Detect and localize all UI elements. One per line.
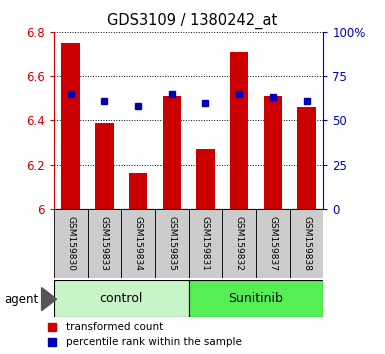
Bar: [264, 96, 282, 209]
Text: agent: agent: [4, 293, 38, 306]
Bar: [297, 107, 316, 209]
Bar: [189, 280, 323, 317]
Bar: [54, 280, 189, 317]
Text: percentile rank within the sample: percentile rank within the sample: [65, 337, 241, 347]
Text: GDS3109 / 1380242_at: GDS3109 / 1380242_at: [107, 12, 278, 29]
Text: GSM159835: GSM159835: [167, 216, 176, 271]
Text: GSM159838: GSM159838: [302, 216, 311, 271]
Bar: [129, 173, 147, 209]
Bar: [230, 52, 248, 209]
Bar: [189, 209, 222, 278]
Bar: [88, 209, 121, 278]
Text: GSM159837: GSM159837: [268, 216, 277, 271]
Bar: [62, 43, 80, 209]
Bar: [155, 209, 189, 278]
Text: GSM159832: GSM159832: [235, 216, 244, 271]
Text: GSM159833: GSM159833: [100, 216, 109, 271]
Text: transformed count: transformed count: [65, 322, 163, 332]
Bar: [121, 209, 155, 278]
Text: GSM159830: GSM159830: [66, 216, 75, 271]
Text: Sunitinib: Sunitinib: [229, 292, 283, 305]
Bar: [256, 209, 290, 278]
Bar: [290, 209, 323, 278]
Bar: [196, 149, 215, 209]
Polygon shape: [42, 287, 57, 311]
Bar: [223, 209, 256, 278]
Text: GSM159834: GSM159834: [134, 216, 142, 271]
Bar: [54, 209, 87, 278]
Bar: [95, 122, 114, 209]
Bar: [162, 96, 181, 209]
Text: GSM159831: GSM159831: [201, 216, 210, 271]
Text: control: control: [100, 292, 143, 305]
